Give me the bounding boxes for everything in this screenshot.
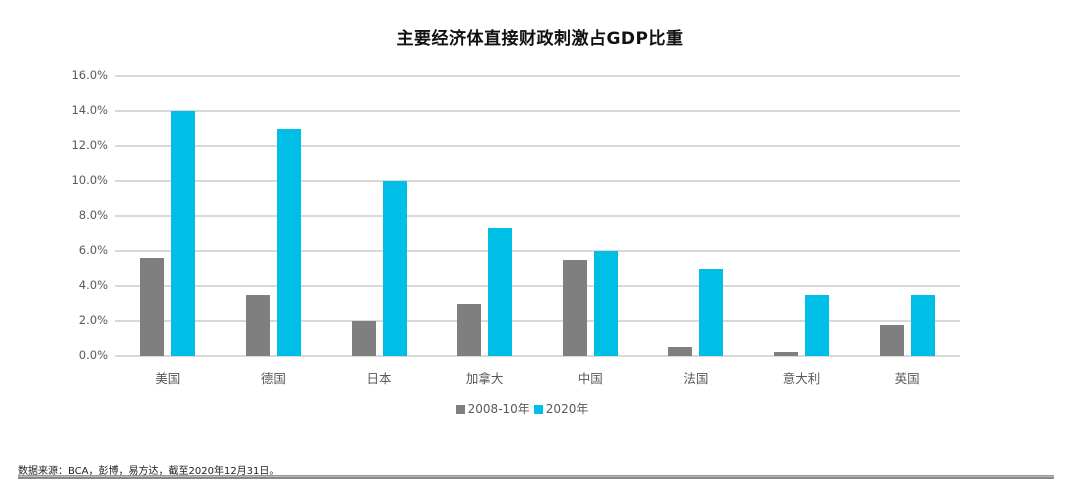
gridline <box>115 320 960 322</box>
bar-2020 <box>171 111 196 356</box>
bar-2020 <box>382 181 407 356</box>
y-tick-label: 14.0% <box>71 103 108 117</box>
source-note: 数据来源：BCA，彭博，易方达，截至2020年12月31日。 <box>18 466 280 477</box>
x-tick-label: 意大利 <box>782 371 821 386</box>
x-tick-label: 德国 <box>260 371 286 386</box>
gridline <box>115 180 960 182</box>
x-tick-label: 英国 <box>894 371 920 386</box>
legend-item: 2008-10年 <box>452 402 530 416</box>
bar-2008-10 <box>245 294 270 356</box>
gridline <box>115 355 960 357</box>
gridline <box>115 215 960 217</box>
x-tick-label: 加拿大 <box>465 371 504 386</box>
y-tick-label: 8.0% <box>78 208 108 222</box>
legend-label: 2020年 <box>545 402 589 416</box>
gridline <box>115 250 960 252</box>
legend-swatch-icon <box>533 405 543 414</box>
x-tick-label: 法国 <box>683 371 709 386</box>
bar-2020 <box>488 228 513 356</box>
bar-2008-10 <box>668 347 693 356</box>
y-tick-label: 10.0% <box>71 173 108 187</box>
legend-item: 2020年 <box>530 402 589 416</box>
y-tick-label: 2.0% <box>78 313 108 327</box>
gridline <box>115 110 960 112</box>
legend: 2008-10年 2020年 <box>0 400 1040 417</box>
gridline <box>115 145 960 147</box>
gridline <box>115 285 960 287</box>
bar-2008-10 <box>457 303 482 356</box>
bar-2020 <box>805 294 830 356</box>
legend-label: 2008-10年 <box>467 402 530 416</box>
x-tick-label: 中国 <box>577 371 603 386</box>
bar-2020 <box>910 294 935 356</box>
y-tick-label: 16.0% <box>71 68 108 82</box>
bar-2020 <box>276 128 301 356</box>
legend-swatch-icon <box>455 405 465 414</box>
bar-2020 <box>593 251 618 356</box>
y-tick-label: 0.0% <box>78 348 108 362</box>
bar-2008-10 <box>774 351 799 356</box>
bar-2020 <box>699 268 724 356</box>
y-tick-label: 12.0% <box>71 138 108 152</box>
bar-2008-10 <box>351 321 376 356</box>
x-tick-label: 美国 <box>155 371 181 386</box>
bar-2008-10 <box>879 324 904 356</box>
y-tick-label: 4.0% <box>78 278 108 292</box>
gridline <box>115 75 960 77</box>
bar-2008-10 <box>140 258 165 356</box>
bar-2008-10 <box>562 259 587 356</box>
y-tick-label: 6.0% <box>78 243 108 257</box>
chart-title: 主要经济体直接财政刺激占GDP比重 <box>396 29 684 49</box>
x-tick-label: 日本 <box>366 371 392 386</box>
bottom-divider <box>18 475 1054 479</box>
